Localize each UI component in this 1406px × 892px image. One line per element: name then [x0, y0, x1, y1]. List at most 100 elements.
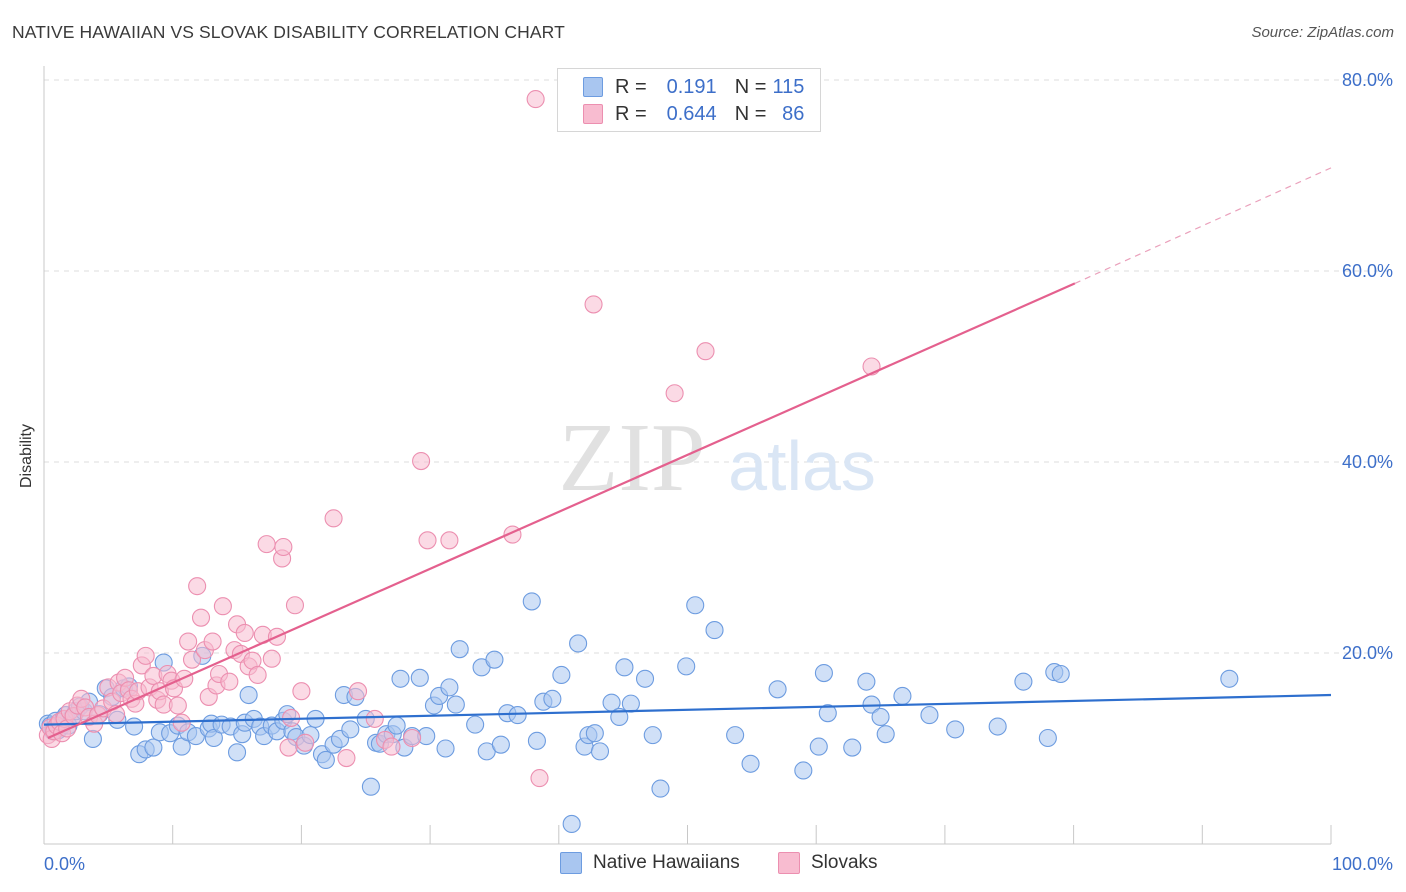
data-point [337, 748, 356, 768]
data-point [946, 720, 965, 739]
watermark-atlas: atlas [728, 427, 876, 505]
axes [43, 66, 1332, 845]
chart-title: NATIVE HAWAIIAN VS SLOVAK DISABILITY COR… [12, 22, 565, 42]
legend-n-value: 115 [772, 75, 805, 98]
data-point [522, 592, 541, 611]
data-point [191, 608, 211, 627]
legend-row-native-hawaiians: R = 0.191 N = 115 [583, 75, 804, 99]
data-point [466, 715, 485, 734]
legend-swatch-native-hawaiians [583, 77, 603, 97]
chart-source: Source: ZipAtlas.com [1251, 24, 1394, 41]
data-point [615, 658, 634, 677]
data-point [292, 682, 311, 701]
data-point [316, 750, 335, 770]
data-point [530, 769, 549, 788]
x-tick-label: 0.0% [44, 854, 85, 874]
data-point [920, 706, 939, 725]
tick-labels: 20.0% 40.0% 60.0% 80.0% 0.0% 100.0% [44, 70, 1393, 874]
correlation-legend: R = 0.191 N = 115 R = 0.644 N = 86 [557, 68, 821, 132]
data-point [279, 738, 298, 757]
trend-lines [43, 167, 1332, 740]
data-point [410, 668, 429, 687]
data-point [562, 814, 581, 833]
data-point [584, 295, 603, 314]
data-point [794, 761, 813, 780]
bottom-legend-swatch-native-hawaiians [560, 852, 582, 874]
legend-r-value: 0.644 [666, 102, 717, 125]
legend-swatch-slovaks [583, 104, 603, 124]
data-point [365, 709, 384, 728]
data-point [485, 650, 504, 669]
data-point [677, 657, 696, 676]
data-point [341, 720, 360, 739]
y-tick-label: 20.0% [1342, 643, 1393, 663]
data-point [239, 685, 258, 705]
legend-r-value: 0.191 [666, 75, 717, 98]
data-point [621, 694, 640, 713]
data-point [726, 726, 745, 745]
data-point [585, 724, 604, 743]
data-point [741, 754, 760, 773]
data-point [893, 686, 912, 706]
data-point [220, 672, 239, 691]
data-point [651, 779, 670, 798]
data-point [446, 695, 465, 714]
bottom-legend-slovaks[interactable]: Slovaks [778, 852, 878, 874]
data-point [814, 664, 833, 683]
data-point [296, 733, 315, 752]
legend-n-label: N = [734, 102, 767, 125]
data-point [635, 669, 655, 688]
data-point [1051, 664, 1070, 684]
data-point [83, 729, 102, 749]
data-point [382, 737, 401, 756]
data-point [361, 777, 380, 796]
data-point [387, 716, 406, 735]
data-point [412, 451, 431, 471]
bottom-legend-swatch-slovaks [778, 852, 800, 874]
data-point [436, 739, 455, 758]
data-point [1220, 669, 1239, 688]
data-point [809, 737, 828, 756]
data-point [843, 738, 862, 757]
trend-line-native-hawaiians [43, 693, 1332, 726]
data-point [440, 531, 459, 550]
data-point [228, 743, 247, 762]
gridlines [44, 79, 1394, 654]
data-point [818, 704, 837, 723]
data-point [696, 342, 715, 361]
data-point [168, 696, 187, 715]
trend-line-slovaks-extension [1074, 167, 1332, 284]
data-point [179, 632, 198, 651]
data-point [235, 623, 254, 642]
data-point [188, 577, 207, 596]
data-point [1038, 728, 1057, 748]
data-point [391, 669, 410, 688]
data-point [665, 384, 684, 403]
bottom-legend-native-hawaiians[interactable]: Native Hawaiians [560, 852, 740, 874]
data-point [526, 90, 545, 109]
data-point [262, 649, 281, 668]
data-point [988, 717, 1007, 736]
data-point [643, 726, 662, 745]
data-point [590, 742, 610, 761]
y-tick-label: 80.0% [1342, 70, 1393, 90]
legend-n-value: 86 [782, 102, 805, 125]
data-point [543, 689, 562, 708]
data-point [324, 509, 343, 528]
data-point [1014, 672, 1033, 691]
y-tick-label: 40.0% [1342, 452, 1393, 472]
data-point [686, 596, 705, 615]
data-point [768, 680, 787, 699]
data-point [348, 682, 368, 701]
data-point [527, 731, 546, 750]
data-point [136, 646, 155, 665]
legend-row-slovaks: R = 0.644 N = 86 [583, 102, 804, 126]
data-point [182, 650, 202, 669]
legend-r-label: R = [615, 75, 647, 98]
data-point [450, 640, 469, 659]
y-tick-label: 60.0% [1342, 261, 1393, 281]
data-point [213, 597, 232, 616]
watermark-zip: ZIP [559, 404, 706, 512]
data-point [144, 738, 163, 757]
bottom-legend-label: Slovaks [811, 852, 878, 873]
